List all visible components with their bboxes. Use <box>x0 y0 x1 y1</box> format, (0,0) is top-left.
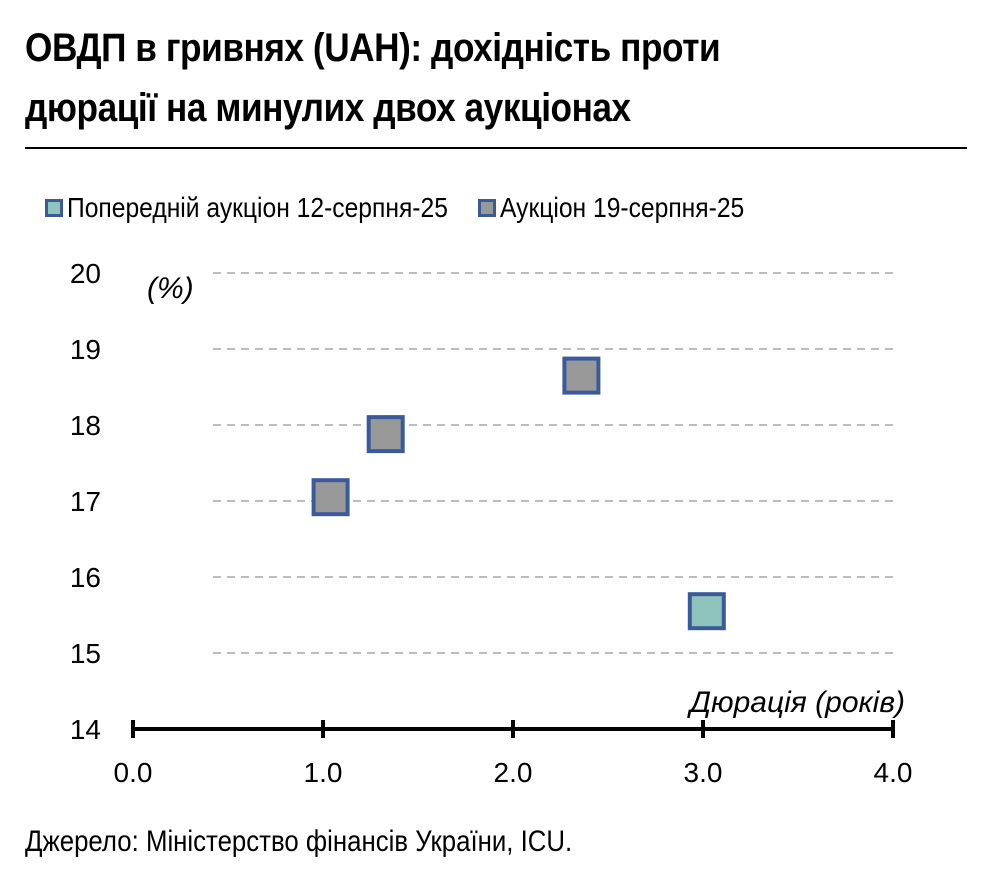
legend-item-current: Аукціон 19-серпня-25 <box>477 192 778 224</box>
legend: Попередній аукціон 12-серпня-25 Аукціон … <box>45 188 795 228</box>
data-point-previous-auction <box>687 592 726 631</box>
grid-lines <box>213 272 893 654</box>
data-point-current-auction <box>311 478 350 517</box>
x-tick-labels: 0.0 1.0 2.0 3.0 4.0 <box>114 757 913 788</box>
data-points <box>311 356 726 631</box>
legend-label-previous: Попередній аукціон 12-серпня-25 <box>67 192 448 223</box>
x-tick-label: 4.0 <box>874 757 913 788</box>
y-tick-label: 19 <box>70 334 101 365</box>
data-point-current-auction <box>366 415 405 454</box>
x-axis <box>131 720 895 738</box>
chart-title: ОВДП в гривнях (UAH): дохідність проти д… <box>25 18 861 138</box>
data-point-current-auction <box>562 356 601 395</box>
y-tick-label: 17 <box>70 486 101 517</box>
title-divider <box>25 147 967 149</box>
y-tick-label: 14 <box>70 714 101 745</box>
x-tick-label: 3.0 <box>684 757 723 788</box>
source-note: Джерело: Міністерство фінансів України, … <box>25 825 573 858</box>
legend-swatch-previous <box>45 199 63 217</box>
x-axis-label: Дюрація (років) <box>687 686 905 719</box>
y-axis-unit-label: (%) <box>147 272 194 305</box>
legend-swatch-current <box>477 199 496 217</box>
legend-item-previous: Попередній аукціон 12-серпня-25 <box>45 192 500 224</box>
x-tick-label: 0.0 <box>114 757 153 788</box>
y-tick-labels: 14 15 16 17 18 19 20 <box>70 258 101 745</box>
legend-label-current: Аукціон 19-серпня-25 <box>499 192 745 223</box>
y-tick-label: 16 <box>70 562 101 593</box>
y-tick-label: 20 <box>70 258 101 289</box>
x-tick-label: 2.0 <box>494 757 533 788</box>
y-tick-label: 15 <box>70 638 101 669</box>
y-tick-label: 18 <box>70 410 101 441</box>
chart-title-line-2: дюрації на минулих двох аукціонах <box>25 86 631 130</box>
chart-title-line-1: ОВДП в гривнях (UAH): дохідність проти <box>25 26 721 70</box>
x-tick-label: 1.0 <box>304 757 343 788</box>
